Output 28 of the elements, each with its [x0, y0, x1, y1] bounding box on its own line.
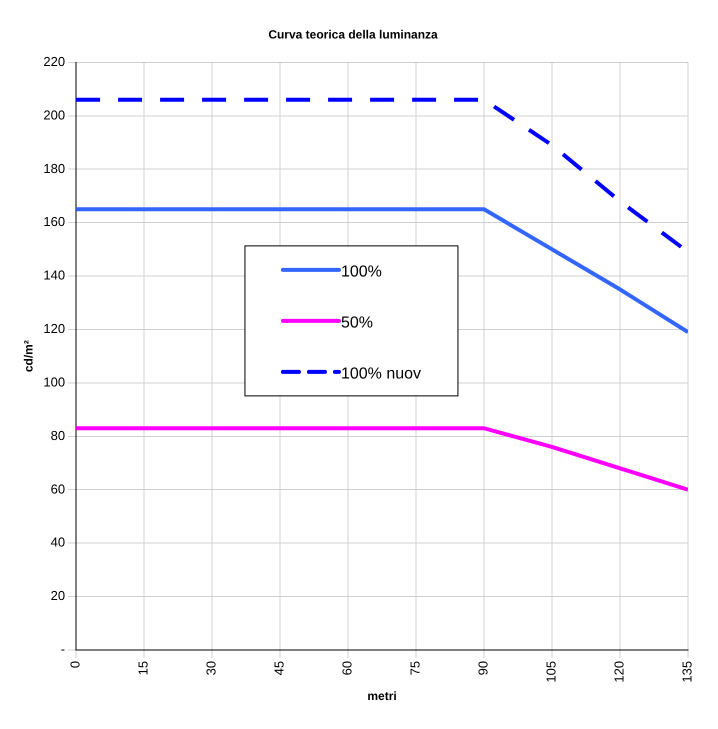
legend-label: 100% nuov: [340, 365, 422, 382]
legend-label: 50%: [340, 314, 373, 332]
x-tick-label: 135: [680, 660, 695, 683]
x-tick-label: 75: [408, 660, 423, 676]
y-tick-label: 160: [43, 214, 66, 230]
y-axis-title: cd/m²: [22, 340, 36, 372]
legend-label: 100%: [340, 263, 382, 280]
x-axis-title: metri: [367, 689, 397, 704]
x-tick-label: 0: [68, 660, 83, 668]
y-tick-label: 40: [50, 534, 66, 550]
y-tick-label: 140: [43, 268, 66, 283]
y-tick-label: 200: [43, 107, 66, 122]
y-tick-label: 220: [43, 54, 66, 69]
x-tick-label: 90: [476, 660, 491, 676]
y-tick-label: 180: [43, 160, 66, 176]
y-tick-label: 80: [50, 428, 66, 443]
y-tick-label: 20: [50, 588, 66, 604]
y-tick-label: 120: [43, 321, 66, 336]
x-tick-label: 105: [544, 660, 559, 683]
x-tick-label: 15: [136, 660, 151, 676]
chart-title: Curva teorica della luminanza: [268, 28, 438, 42]
x-tick-label: 120: [612, 660, 627, 683]
x-tick-label: 45: [272, 660, 287, 676]
x-tick-label: 60: [340, 660, 355, 676]
y-tick-label: 100: [43, 374, 66, 390]
y-tick-label: -: [60, 641, 66, 656]
y-tick-label: 60: [50, 481, 66, 496]
x-tick-label: 30: [204, 660, 219, 676]
